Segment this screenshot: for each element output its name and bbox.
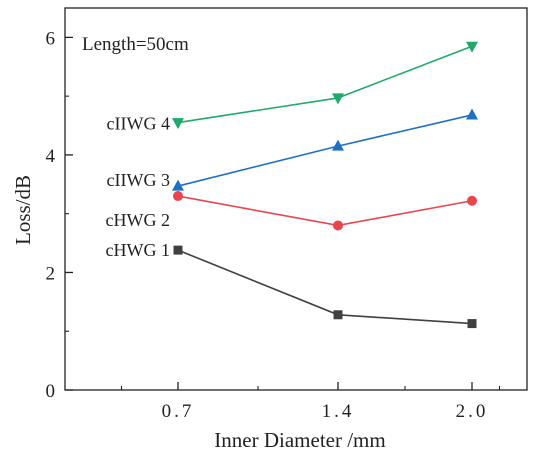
data-point (466, 41, 478, 53)
series-line (177, 114, 473, 187)
x-tick-label: 0.7 (162, 401, 195, 422)
data-point (172, 179, 184, 191)
series-line (177, 195, 473, 227)
series-3: cIIWG 3 (107, 108, 478, 191)
data-point (333, 220, 343, 231)
series-line (177, 45, 473, 124)
series-label: cIIWG 4 (107, 114, 170, 134)
series-layer: cHWG 1 cHWG 2 cIIWG 3 cIIWG 4 (106, 41, 478, 329)
data-point (173, 245, 183, 255)
y-tick-label: 2 (46, 263, 56, 284)
data-point (333, 310, 343, 320)
axes: 0 2 4 6 0.7 1.4 2.0 (46, 7, 528, 422)
data-point (173, 191, 183, 202)
chart-annotation: Length=50cm (82, 34, 189, 55)
series-label: cHWG 2 (106, 210, 170, 230)
data-point (467, 319, 477, 329)
series-line (177, 249, 473, 325)
series-label: cIIWG 3 (107, 170, 170, 190)
y-axis-title: Loss/dB (11, 175, 35, 245)
data-point (332, 139, 344, 151)
series-4: cIIWG 4 (107, 41, 478, 134)
series-label: cHWG 1 (106, 240, 170, 260)
y-tick-label: 6 (46, 28, 56, 49)
series-1: cHWG 1 (106, 240, 477, 329)
y-tick-label: 4 (46, 146, 56, 167)
series-2: cHWG 2 (106, 191, 477, 231)
data-point (172, 118, 184, 130)
y-tick-label: 0 (46, 381, 56, 402)
data-point (332, 93, 344, 105)
data-point (467, 195, 477, 206)
plot-frame (64, 7, 528, 391)
x-axis-title: Inner Diameter /mm (214, 428, 385, 452)
data-point (466, 108, 478, 120)
x-tick-label: 1.4 (322, 401, 355, 422)
x-tick-label: 2.0 (456, 401, 489, 422)
